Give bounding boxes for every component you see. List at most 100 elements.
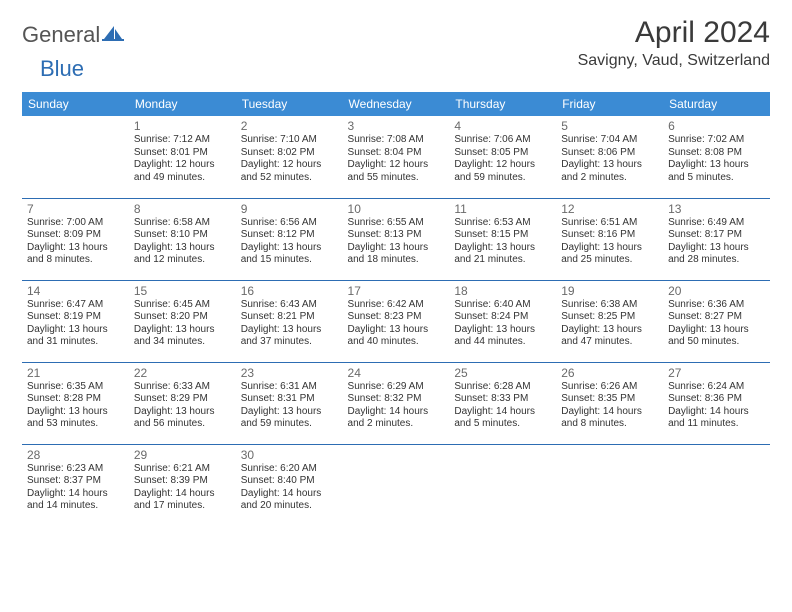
- day-number: 7: [27, 202, 124, 216]
- calendar-table: SundayMondayTuesdayWednesdayThursdayFrid…: [22, 92, 770, 526]
- calendar-day-cell: 22Sunrise: 6:33 AMSunset: 8:29 PMDayligh…: [129, 362, 236, 444]
- day-details: Sunrise: 6:26 AMSunset: 8:35 PMDaylight:…: [561, 381, 658, 431]
- day-number: 5: [561, 119, 658, 133]
- day-details: Sunrise: 6:38 AMSunset: 8:25 PMDaylight:…: [561, 299, 658, 349]
- calendar-day-cell: 7Sunrise: 7:00 AMSunset: 8:09 PMDaylight…: [22, 198, 129, 280]
- calendar-day-cell: 2Sunrise: 7:10 AMSunset: 8:02 PMDaylight…: [236, 116, 343, 198]
- day-details: Sunrise: 7:00 AMSunset: 8:09 PMDaylight:…: [27, 217, 124, 267]
- calendar-week-row: 21Sunrise: 6:35 AMSunset: 8:28 PMDayligh…: [22, 362, 770, 444]
- day-details: Sunrise: 6:56 AMSunset: 8:12 PMDaylight:…: [241, 217, 338, 267]
- day-details: Sunrise: 7:06 AMSunset: 8:05 PMDaylight:…: [454, 134, 551, 184]
- calendar-day-cell: 4Sunrise: 7:06 AMSunset: 8:05 PMDaylight…: [449, 116, 556, 198]
- calendar-day-cell: 15Sunrise: 6:45 AMSunset: 8:20 PMDayligh…: [129, 280, 236, 362]
- calendar-day-cell: 3Sunrise: 7:08 AMSunset: 8:04 PMDaylight…: [343, 116, 450, 198]
- day-number: 27: [668, 366, 765, 380]
- calendar-body: 1Sunrise: 7:12 AMSunset: 8:01 PMDaylight…: [22, 116, 770, 526]
- calendar-day-cell: 19Sunrise: 6:38 AMSunset: 8:25 PMDayligh…: [556, 280, 663, 362]
- calendar-empty-cell: [556, 444, 663, 526]
- day-number: 6: [668, 119, 765, 133]
- brand-part2: Blue: [40, 56, 84, 82]
- day-header: Wednesday: [343, 92, 450, 116]
- calendar-day-cell: 5Sunrise: 7:04 AMSunset: 8:06 PMDaylight…: [556, 116, 663, 198]
- day-details: Sunrise: 7:12 AMSunset: 8:01 PMDaylight:…: [134, 134, 231, 184]
- calendar-empty-cell: [449, 444, 556, 526]
- calendar-empty-cell: [22, 116, 129, 198]
- day-number: 3: [348, 119, 445, 133]
- calendar-day-cell: 17Sunrise: 6:42 AMSunset: 8:23 PMDayligh…: [343, 280, 450, 362]
- day-header: Sunday: [22, 92, 129, 116]
- day-details: Sunrise: 6:24 AMSunset: 8:36 PMDaylight:…: [668, 381, 765, 431]
- day-details: Sunrise: 6:20 AMSunset: 8:40 PMDaylight:…: [241, 463, 338, 513]
- calendar-day-cell: 25Sunrise: 6:28 AMSunset: 8:33 PMDayligh…: [449, 362, 556, 444]
- day-details: Sunrise: 6:58 AMSunset: 8:10 PMDaylight:…: [134, 217, 231, 267]
- day-number: 2: [241, 119, 338, 133]
- calendar-day-cell: 27Sunrise: 6:24 AMSunset: 8:36 PMDayligh…: [663, 362, 770, 444]
- day-details: Sunrise: 6:43 AMSunset: 8:21 PMDaylight:…: [241, 299, 338, 349]
- day-number: 15: [134, 284, 231, 298]
- day-details: Sunrise: 6:33 AMSunset: 8:29 PMDaylight:…: [134, 381, 231, 431]
- day-number: 29: [134, 448, 231, 462]
- month-title: April 2024: [578, 16, 770, 50]
- calendar-day-cell: 9Sunrise: 6:56 AMSunset: 8:12 PMDaylight…: [236, 198, 343, 280]
- calendar-day-cell: 21Sunrise: 6:35 AMSunset: 8:28 PMDayligh…: [22, 362, 129, 444]
- calendar-page: General April 2024 Savigny, Vaud, Switze…: [0, 0, 792, 542]
- location-text: Savigny, Vaud, Switzerland: [578, 52, 770, 70]
- day-number: 25: [454, 366, 551, 380]
- calendar-day-cell: 12Sunrise: 6:51 AMSunset: 8:16 PMDayligh…: [556, 198, 663, 280]
- day-details: Sunrise: 7:04 AMSunset: 8:06 PMDaylight:…: [561, 134, 658, 184]
- day-number: 23: [241, 366, 338, 380]
- day-number: 20: [668, 284, 765, 298]
- day-details: Sunrise: 6:23 AMSunset: 8:37 PMDaylight:…: [27, 463, 124, 513]
- day-details: Sunrise: 6:42 AMSunset: 8:23 PMDaylight:…: [348, 299, 445, 349]
- calendar-empty-cell: [663, 444, 770, 526]
- day-number: 17: [348, 284, 445, 298]
- day-details: Sunrise: 6:40 AMSunset: 8:24 PMDaylight:…: [454, 299, 551, 349]
- calendar-week-row: 7Sunrise: 7:00 AMSunset: 8:09 PMDaylight…: [22, 198, 770, 280]
- day-number: 1: [134, 119, 231, 133]
- calendar-day-cell: 26Sunrise: 6:26 AMSunset: 8:35 PMDayligh…: [556, 362, 663, 444]
- day-details: Sunrise: 6:28 AMSunset: 8:33 PMDaylight:…: [454, 381, 551, 431]
- day-number: 10: [348, 202, 445, 216]
- day-number: 9: [241, 202, 338, 216]
- calendar-day-cell: 28Sunrise: 6:23 AMSunset: 8:37 PMDayligh…: [22, 444, 129, 526]
- day-number: 19: [561, 284, 658, 298]
- calendar-week-row: 14Sunrise: 6:47 AMSunset: 8:19 PMDayligh…: [22, 280, 770, 362]
- calendar-day-cell: 11Sunrise: 6:53 AMSunset: 8:15 PMDayligh…: [449, 198, 556, 280]
- calendar-day-cell: 23Sunrise: 6:31 AMSunset: 8:31 PMDayligh…: [236, 362, 343, 444]
- calendar-day-cell: 13Sunrise: 6:49 AMSunset: 8:17 PMDayligh…: [663, 198, 770, 280]
- day-details: Sunrise: 7:08 AMSunset: 8:04 PMDaylight:…: [348, 134, 445, 184]
- day-details: Sunrise: 6:29 AMSunset: 8:32 PMDaylight:…: [348, 381, 445, 431]
- day-details: Sunrise: 7:10 AMSunset: 8:02 PMDaylight:…: [241, 134, 338, 184]
- day-details: Sunrise: 6:21 AMSunset: 8:39 PMDaylight:…: [134, 463, 231, 513]
- day-number: 28: [27, 448, 124, 462]
- calendar-day-cell: 20Sunrise: 6:36 AMSunset: 8:27 PMDayligh…: [663, 280, 770, 362]
- calendar-week-row: 1Sunrise: 7:12 AMSunset: 8:01 PMDaylight…: [22, 116, 770, 198]
- day-number: 24: [348, 366, 445, 380]
- title-block: April 2024 Savigny, Vaud, Switzerland: [578, 16, 770, 70]
- day-number: 13: [668, 202, 765, 216]
- brand-part1: General: [22, 22, 100, 48]
- calendar-day-cell: 1Sunrise: 7:12 AMSunset: 8:01 PMDaylight…: [129, 116, 236, 198]
- day-details: Sunrise: 7:02 AMSunset: 8:08 PMDaylight:…: [668, 134, 765, 184]
- calendar-header-row: SundayMondayTuesdayWednesdayThursdayFrid…: [22, 92, 770, 116]
- day-details: Sunrise: 6:53 AMSunset: 8:15 PMDaylight:…: [454, 217, 551, 267]
- day-details: Sunrise: 6:35 AMSunset: 8:28 PMDaylight:…: [27, 381, 124, 431]
- calendar-day-cell: 14Sunrise: 6:47 AMSunset: 8:19 PMDayligh…: [22, 280, 129, 362]
- brand-logo: General: [22, 16, 126, 48]
- day-details: Sunrise: 6:45 AMSunset: 8:20 PMDaylight:…: [134, 299, 231, 349]
- day-number: 8: [134, 202, 231, 216]
- day-number: 22: [134, 366, 231, 380]
- day-details: Sunrise: 6:51 AMSunset: 8:16 PMDaylight:…: [561, 217, 658, 267]
- day-number: 12: [561, 202, 658, 216]
- day-header: Saturday: [663, 92, 770, 116]
- day-details: Sunrise: 6:47 AMSunset: 8:19 PMDaylight:…: [27, 299, 124, 349]
- day-details: Sunrise: 6:31 AMSunset: 8:31 PMDaylight:…: [241, 381, 338, 431]
- calendar-day-cell: 30Sunrise: 6:20 AMSunset: 8:40 PMDayligh…: [236, 444, 343, 526]
- day-number: 16: [241, 284, 338, 298]
- day-number: 11: [454, 202, 551, 216]
- calendar-day-cell: 6Sunrise: 7:02 AMSunset: 8:08 PMDaylight…: [663, 116, 770, 198]
- day-header: Thursday: [449, 92, 556, 116]
- calendar-day-cell: 18Sunrise: 6:40 AMSunset: 8:24 PMDayligh…: [449, 280, 556, 362]
- day-number: 26: [561, 366, 658, 380]
- calendar-empty-cell: [343, 444, 450, 526]
